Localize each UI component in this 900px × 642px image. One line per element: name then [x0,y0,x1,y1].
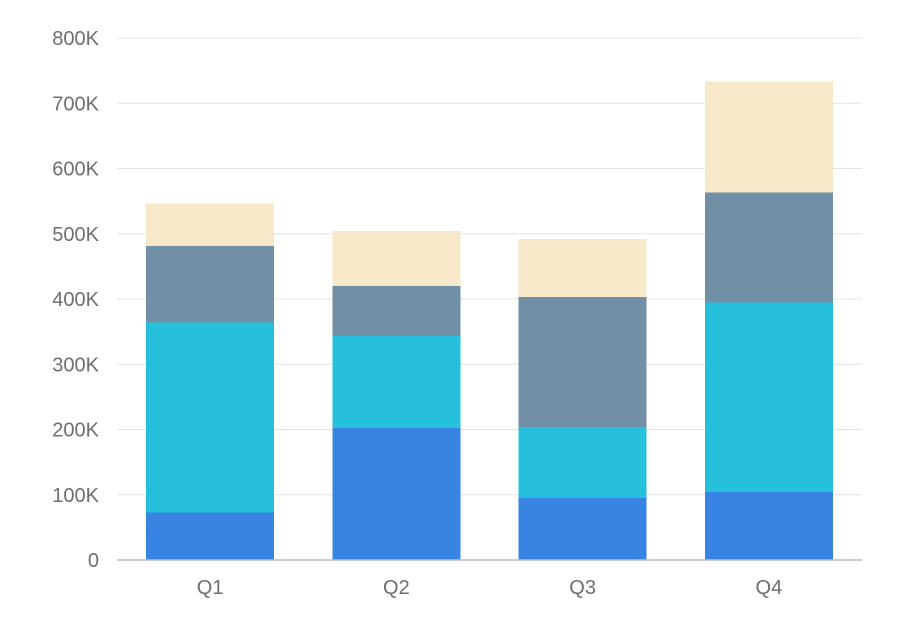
tick-labels: 0 100K 200K 300K 400K 500K 600K 700K 800K Q1 Q2 Q3 Q… [52,28,782,599]
bar-q4-series-2 [704,302,833,493]
y-tick-label: 700K [52,93,99,115]
bar-q4-series-1 [704,492,833,560]
bar-q2-series-3 [332,285,461,337]
bar-q3-series-2 [518,426,647,499]
y-tick-label: 600K [52,159,99,181]
y-tick-label: 100K [52,485,99,507]
x-tick-label: Q4 [756,577,783,599]
y-tick-label: 0 [88,550,99,572]
bar-q2-series-4 [332,231,461,286]
bar-q3-series-1 [518,498,647,560]
y-tick-label: 300K [52,354,99,376]
bars [146,81,833,560]
bar-q1-series-4 [146,203,275,247]
bar-q4-series-4 [704,81,833,193]
y-tick-label: 500K [52,224,99,246]
bar-q3-series-4 [518,238,647,298]
bar-q2-series-2 [332,336,461,429]
bar-q3-series-3 [518,297,647,427]
bar-q1-series-2 [146,322,275,513]
x-tick-label: Q3 [569,577,596,599]
y-tick-label: 200K [52,420,99,442]
bar-q1-series-3 [146,246,275,323]
bar-q1-series-1 [146,512,275,560]
y-tick-label: 800K [52,28,99,50]
x-tick-label: Q1 [197,577,224,599]
bar-q2-series-1 [332,428,461,560]
y-tick-label: 400K [52,289,99,311]
x-tick-label: Q2 [383,577,410,599]
bar-q4-series-3 [704,192,833,303]
